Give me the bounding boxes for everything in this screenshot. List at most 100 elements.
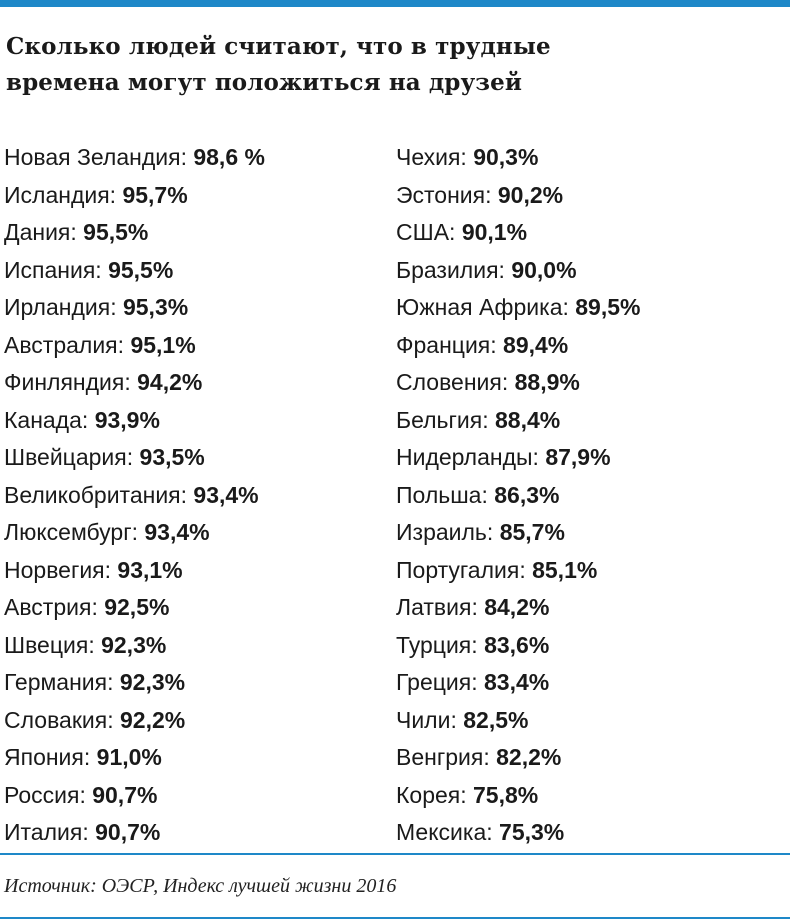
country-row: Венгрия: 82,2%	[396, 744, 562, 770]
footer-rule-bottom	[0, 917, 790, 919]
country-row: Россия: 90,7%	[4, 781, 158, 808]
country-name: Люксембург	[4, 519, 132, 545]
percentage-value: 88,9%	[514, 369, 580, 395]
country-name: Исландия	[4, 181, 110, 208]
percentage-value: 95,3%	[122, 294, 189, 320]
country-row: Дания: 95,5%	[4, 219, 149, 245]
percentage-value: 85,7%	[499, 519, 565, 545]
country-name: Латвия	[396, 594, 472, 620]
right-country-list: Чехия: 90,3% Эстония: 90,2% США: 90,1% Браз…	[396, 139, 640, 852]
footer-rule-top	[0, 853, 790, 855]
percentage-value: 87,9%	[545, 444, 611, 470]
country-row: Мексика: 75,3%	[396, 819, 565, 845]
country-name: Россия	[4, 781, 80, 808]
country-row: Португалия: 85,1%	[396, 556, 598, 583]
country-name: Словения	[396, 369, 502, 395]
country-row: Швеция: 92,3%	[4, 631, 167, 658]
country-row: Израиль: 85,7%	[396, 519, 565, 545]
percentage-value: 90,2%	[497, 181, 564, 208]
country-name: Дания	[4, 219, 71, 245]
country-row: Австралия: 95,1%	[4, 331, 196, 358]
country-row: Япония: 91,0%	[4, 744, 162, 770]
country-name: США	[396, 219, 450, 245]
percentage-value: 88,4%	[495, 406, 561, 433]
percentage-value: 75,3%	[499, 819, 565, 845]
country-row: Польша: 86,3%	[396, 481, 560, 508]
country-row: Германия: 92,3%	[4, 669, 186, 695]
left-country-list: Новая Зеландия: 98,6 % Исландия: 95,7% Дан…	[4, 139, 265, 852]
percentage-value: 95,5%	[83, 219, 149, 245]
country-row: Чехия: 90,3%	[396, 144, 539, 170]
country-name: Греция	[396, 669, 472, 695]
country-row: Франция: 89,4%	[396, 331, 569, 358]
percentage-value: 93,9%	[94, 406, 160, 433]
country-row: Швейцария: 93,5%	[4, 444, 205, 470]
country-name: Финляндия	[4, 369, 125, 395]
percentage-value: 82,5%	[463, 706, 529, 733]
country-row: США: 90,1%	[396, 219, 528, 245]
country-name: Чехия	[396, 144, 461, 170]
country-name: Южная Африка	[396, 294, 563, 320]
page-title-line-1: Сколько людей считают, что в трудные	[6, 33, 551, 61]
country-row: Бельгия: 88,4%	[396, 406, 561, 433]
percentage-value: 89,4%	[503, 331, 569, 358]
country-name: Турция	[396, 631, 472, 658]
country-name: Польша	[396, 481, 482, 508]
percentage-value: 92,5%	[104, 594, 170, 620]
country-name: Корея	[396, 781, 461, 808]
country-name: Испания	[4, 256, 96, 283]
country-row: Словакия: 92,2%	[4, 706, 186, 733]
country-row: Турция: 83,6%	[396, 631, 550, 658]
percentage-value: 84,2%	[484, 594, 550, 620]
percentage-value: 89,5%	[575, 294, 641, 320]
country-name: Португалия	[396, 556, 520, 583]
percentage-value: 90,7%	[95, 819, 161, 845]
percentage-value: 92,2%	[119, 706, 186, 733]
percentage-value: 82,2%	[496, 744, 562, 770]
country-name: Норвегия	[4, 556, 105, 583]
country-row: Норвегия: 93,1%	[4, 556, 183, 583]
country-row: Ирландия: 95,3%	[4, 294, 189, 320]
percentage-value: 92,3%	[101, 631, 167, 658]
page-title-line-2: времена могут положиться на друзей	[6, 69, 522, 97]
country-row: Люксембург: 93,4%	[4, 519, 210, 545]
percentage-value: 90,7%	[92, 781, 158, 808]
percentage-value: 90,3%	[473, 144, 539, 170]
percentage-value: 90,0%	[511, 256, 577, 283]
top-accent-rule	[0, 0, 790, 7]
percentage-value: 90,1%	[461, 219, 528, 245]
country-row: Новая Зеландия: 98,6 %	[4, 144, 265, 170]
percentage-value: 85,1%	[532, 556, 598, 583]
percentage-value: 98,6 %	[193, 144, 265, 170]
country-row: Испания: 95,5%	[4, 256, 174, 283]
country-row: Южная Африка: 89,5%	[396, 294, 641, 320]
percentage-value: 75,8%	[473, 781, 539, 808]
country-name: Бразилия	[396, 256, 499, 283]
country-name: Великобритания	[4, 481, 181, 508]
percentage-value: 92,3%	[119, 669, 186, 695]
country-name: Нидерланды	[396, 444, 533, 470]
country-name: Швейцария	[4, 444, 127, 470]
percentage-value: 95,7%	[122, 181, 188, 208]
country-name: Австрия	[4, 594, 92, 620]
country-name: Швеция	[4, 631, 89, 658]
country-name: Германия	[4, 669, 108, 695]
country-row: Греция: 83,4%	[396, 669, 550, 695]
percentage-value: 93,1%	[117, 556, 183, 583]
country-name: Словакия	[4, 706, 108, 733]
percentage-value: 94,2%	[137, 369, 203, 395]
percentage-value: 91,0%	[96, 744, 162, 770]
country-name: Ирландия	[4, 294, 111, 320]
country-name: Чили	[396, 706, 451, 733]
country-row: Бразилия: 90,0%	[396, 256, 577, 283]
country-name: Мексика	[396, 819, 487, 845]
percentage-value: 83,4%	[484, 669, 550, 695]
country-name: Япония	[4, 744, 84, 770]
country-name: Канада	[4, 406, 82, 433]
country-name: Бельгия	[396, 406, 483, 433]
country-row: Австрия: 92,5%	[4, 594, 170, 620]
country-row: Италия: 90,7%	[4, 819, 161, 845]
country-name: Эстония	[396, 181, 486, 208]
percentage-value: 83,6%	[484, 631, 550, 658]
percentage-value: 93,4%	[193, 481, 259, 508]
